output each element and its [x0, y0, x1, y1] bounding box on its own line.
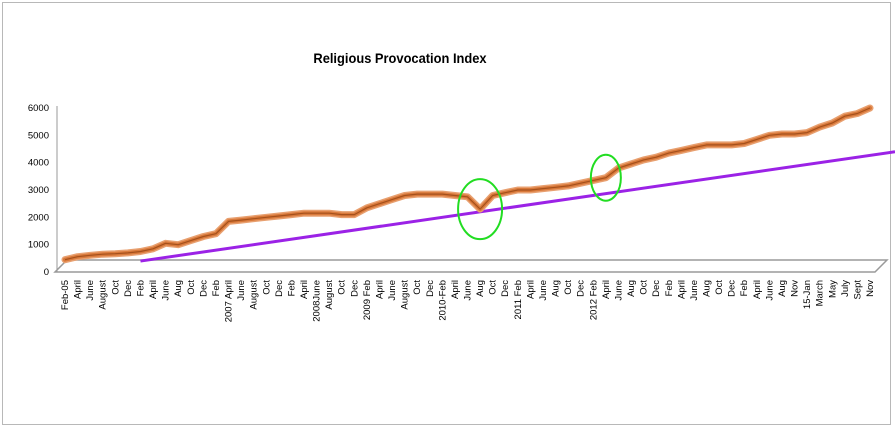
x-tick-label: Dec — [727, 280, 738, 297]
trend-line — [140, 150, 895, 263]
x-tick-label: Aug — [777, 280, 788, 297]
chart-title: Religious Provocation Index — [313, 50, 487, 66]
x-tick-label: Nov — [865, 280, 876, 297]
x-tick-label: August — [98, 280, 109, 310]
x-tick-label: June — [161, 280, 172, 301]
series-line-core — [64, 107, 871, 261]
x-tick-label: March — [815, 280, 826, 306]
x-tick-label: June — [538, 280, 549, 301]
x-tick-label: Feb-05 — [60, 280, 71, 310]
x-tick-label: Dec — [198, 280, 209, 297]
x-tick-label: April — [601, 280, 612, 299]
y-tick-label: 3000 — [28, 185, 49, 196]
x-tick-label: June — [85, 280, 96, 301]
x-tick-label: July — [840, 280, 851, 297]
x-tick-label: 2012 Feb — [588, 280, 599, 320]
annotation-ellipse — [457, 178, 504, 241]
y-tick-label: 5000 — [28, 130, 49, 141]
x-tick-label: April — [676, 280, 687, 299]
x-tick-label: Dec — [576, 280, 587, 297]
chart-floor — [53, 259, 889, 273]
x-tick-label: Aug — [551, 280, 562, 297]
y-tick-label: 1000 — [28, 240, 49, 251]
x-tick-label: Oct — [488, 280, 499, 295]
x-tick-label: Dec — [349, 280, 360, 297]
x-tick-label: 2009 Feb — [362, 280, 373, 320]
y-tick-label: 6000 — [28, 103, 49, 114]
x-tick-label: April — [148, 280, 159, 299]
x-tick-label: Feb — [664, 280, 675, 296]
x-tick-label: Feb — [739, 280, 750, 296]
x-tick-label: Aug — [626, 280, 637, 297]
x-tick-label: August — [400, 280, 411, 310]
x-tick-label: August — [249, 280, 260, 310]
x-tick-label: Oct — [261, 280, 272, 295]
x-tick-label: Aug — [173, 280, 184, 297]
x-tick-label: April — [374, 280, 385, 299]
x-tick-label: Feb — [286, 280, 297, 296]
y-tick-label: 2000 — [28, 212, 49, 223]
x-tick-label: May — [827, 280, 838, 298]
x-tick-label: April — [450, 280, 461, 299]
x-tick-label: Oct — [110, 280, 121, 295]
y-tick-label: 4000 — [28, 158, 49, 169]
x-tick-label: Oct — [412, 280, 423, 295]
x-tick-label: August — [324, 280, 335, 310]
y-tick-label: 0 — [44, 267, 49, 278]
x-tick-label: April — [752, 280, 763, 299]
x-tick-label: Dec — [500, 280, 511, 297]
x-tick-label: Oct — [714, 280, 725, 295]
x-tick-label: Oct — [563, 280, 574, 295]
x-tick-label: Nov — [790, 280, 801, 297]
x-tick-label: Oct — [639, 280, 650, 295]
x-tick-label: June — [463, 280, 474, 301]
x-tick-label: 2011 Feb — [513, 280, 524, 319]
x-tick-label: Feb — [211, 280, 222, 296]
x-tick-label: 15-Jan — [802, 280, 813, 309]
x-tick-label: Oct — [337, 280, 348, 295]
x-tick-label: 2008June — [312, 280, 323, 322]
x-tick-label: Dec — [123, 280, 134, 297]
x-tick-label: Oct — [186, 280, 197, 295]
x-tick-label: Feb — [135, 280, 146, 296]
x-tick-label: 2010-Feb — [437, 280, 448, 321]
x-tick-label: Aug — [701, 280, 712, 297]
annotation-ellipse — [589, 153, 622, 202]
x-tick-label: Dec — [274, 280, 285, 297]
x-tick-label: 2007 April — [224, 280, 235, 322]
x-tick-label: April — [525, 280, 536, 299]
x-tick-label: June — [689, 280, 700, 301]
x-tick-label: Aug — [475, 280, 486, 297]
chart-frame — [2, 2, 891, 425]
x-tick-label: Dec — [425, 280, 436, 297]
x-tick-label: June — [764, 280, 775, 301]
x-tick-label: June — [613, 280, 624, 301]
x-tick-label: April — [73, 280, 84, 299]
x-tick-label: Sept — [852, 280, 863, 300]
x-tick-label: June — [387, 280, 398, 301]
x-tick-label: Dec — [651, 280, 662, 297]
x-tick-label: April — [299, 280, 310, 299]
x-tick-label: June — [236, 280, 247, 301]
